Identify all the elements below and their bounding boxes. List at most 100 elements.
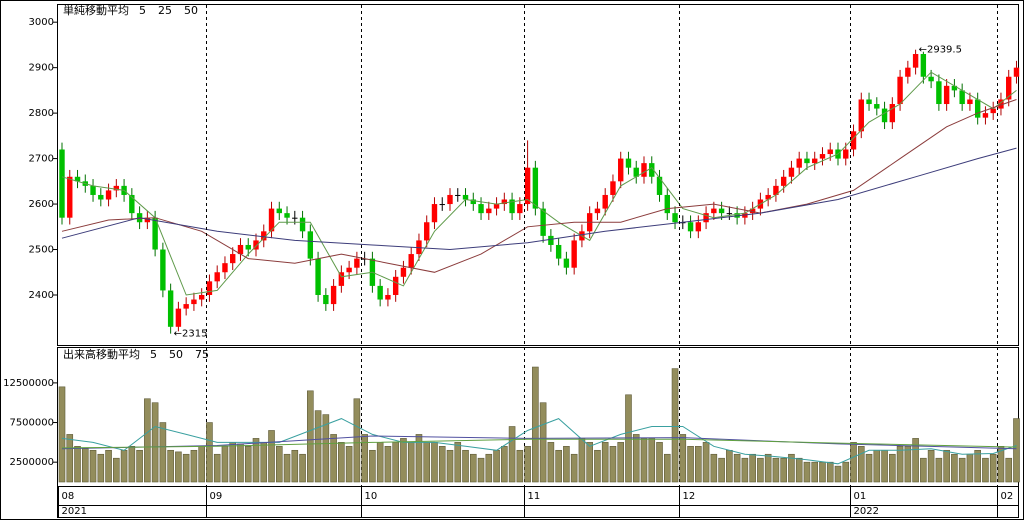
candle-body <box>400 267 407 277</box>
volume-bar <box>151 402 159 483</box>
legend-entry: 5 <box>150 348 157 361</box>
volume-bar <box>702 442 710 483</box>
volume-bar <box>74 446 81 483</box>
candle-body <box>687 222 694 232</box>
candle-body <box>354 258 360 268</box>
candle-body <box>936 81 942 105</box>
y-tick-label: 2500 <box>29 245 54 256</box>
candle-body <box>680 222 686 224</box>
volume-bar <box>819 461 826 483</box>
volume-bar <box>454 442 462 483</box>
candle-body <box>299 217 306 232</box>
volume-bar <box>237 443 244 483</box>
volume-bar <box>570 453 578 483</box>
legend-entry: 5 <box>139 4 146 17</box>
volume-bar <box>113 457 120 483</box>
moving-average-line <box>61 147 1017 251</box>
volume-bar <box>601 442 609 483</box>
volume-bar <box>128 446 136 483</box>
candle-body <box>175 308 182 327</box>
candle-body <box>625 158 632 168</box>
candle-body <box>858 99 864 132</box>
volume-bar <box>97 453 105 483</box>
volume-bar <box>392 442 399 483</box>
candle-body <box>555 244 562 259</box>
volume-bar <box>780 457 787 483</box>
volume-bar <box>578 438 586 483</box>
candle-body <box>594 208 601 214</box>
candle-body <box>796 158 802 168</box>
candle-body <box>338 272 345 286</box>
candle-body <box>788 167 795 177</box>
candle-body <box>183 304 189 309</box>
candle-body <box>912 54 919 68</box>
volume-bar <box>213 453 221 483</box>
candle-body <box>253 240 259 250</box>
volume-bar <box>384 446 392 483</box>
y-tick-label: 2700 <box>29 154 54 165</box>
candle-body <box>462 194 469 200</box>
volume-bar <box>283 453 291 483</box>
volume-bar <box>307 390 314 483</box>
candle-body <box>749 208 756 214</box>
year-label: 2022 <box>854 506 879 517</box>
volume-bar <box>772 457 780 483</box>
candle-body <box>261 231 267 241</box>
volume-bar <box>469 453 477 483</box>
candle-body <box>509 199 515 214</box>
x-axis-strip <box>57 486 1019 518</box>
volume-bar <box>663 453 671 483</box>
volume-bar <box>594 449 601 483</box>
volume-bar <box>175 451 182 483</box>
candle-body <box>214 272 220 282</box>
volume-bar <box>275 446 283 483</box>
candle-body <box>819 154 826 159</box>
volume-bar <box>989 453 997 483</box>
price-panel <box>57 4 1019 346</box>
candle-body <box>392 276 399 295</box>
volume-bar <box>764 453 772 483</box>
volume-bar <box>485 453 493 483</box>
candle-body <box>881 108 888 123</box>
legend-title: 単純移動平均 <box>63 3 129 17</box>
volume-bar <box>811 461 819 483</box>
volume-bar <box>640 438 648 483</box>
candle-body <box>478 204 484 214</box>
volume-bar <box>182 453 190 483</box>
volume-bar <box>66 434 74 483</box>
volume-bar <box>299 453 306 483</box>
candle-body <box>548 235 554 245</box>
candle-body <box>602 194 608 209</box>
y-tick-label: 12500000 <box>3 378 54 389</box>
candle-body <box>315 258 321 295</box>
candle-body <box>524 167 531 205</box>
candle-body <box>866 99 872 105</box>
candle-body <box>943 85 950 105</box>
volume-bar <box>958 457 966 483</box>
annotation: ←2315 <box>174 329 208 340</box>
volume-bar <box>198 446 205 483</box>
volume-bar <box>982 457 989 483</box>
x-tick-label: 10 <box>365 491 378 502</box>
candle-body <box>571 240 577 268</box>
volume-bar <box>609 446 617 483</box>
y-tick-label: 3000 <box>29 17 54 28</box>
volume-bar <box>842 461 850 483</box>
volume-bar <box>757 457 764 483</box>
volume-bar <box>376 442 384 483</box>
volume-bar <box>501 446 508 483</box>
candle-body <box>641 163 647 177</box>
volume-bar <box>136 449 143 483</box>
candle-body <box>59 149 65 218</box>
candle-body <box>385 294 391 300</box>
volume-bar <box>718 457 725 483</box>
volume-bar <box>920 457 927 483</box>
candle-body <box>656 176 663 195</box>
candle-body <box>874 104 880 109</box>
volume-bar <box>671 368 679 483</box>
candle-body <box>276 208 282 214</box>
volume-bar <box>314 410 322 483</box>
volume-bar <box>1013 418 1020 483</box>
candle-body <box>703 213 709 223</box>
volume-bar <box>260 442 268 483</box>
